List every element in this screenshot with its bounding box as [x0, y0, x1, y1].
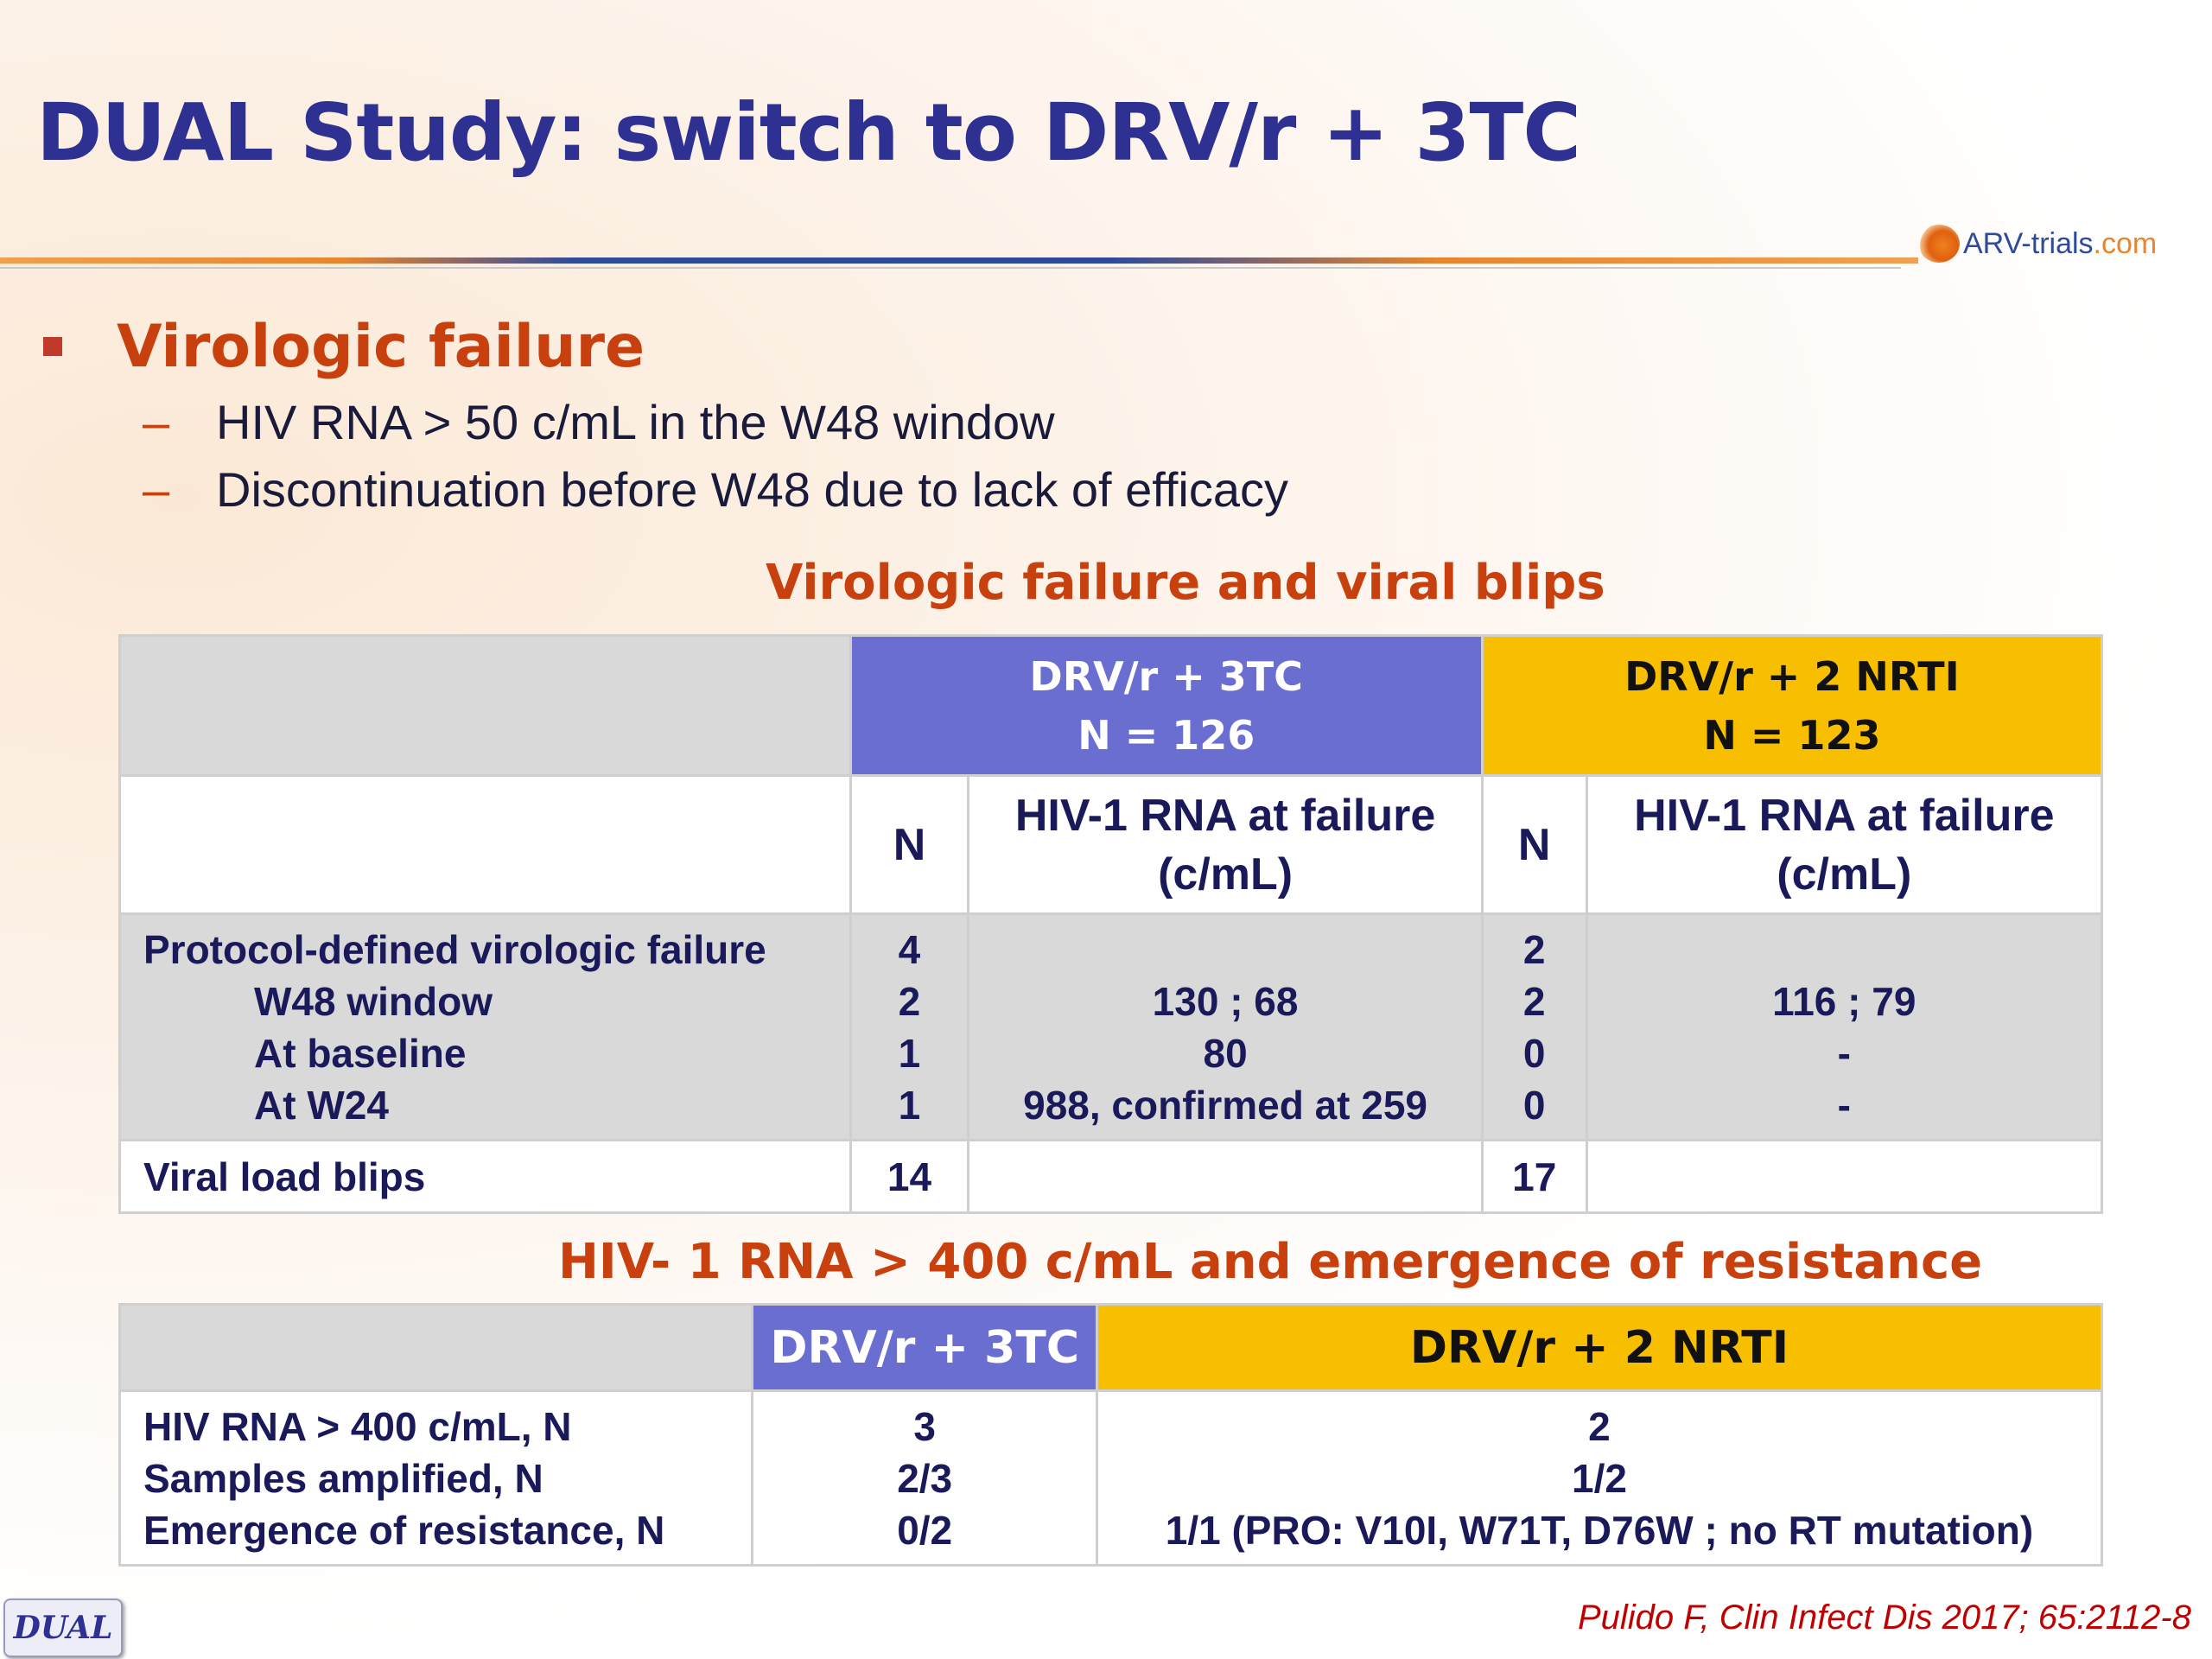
corner-cell [118, 634, 852, 777]
arm1-n-cell: 14 [849, 1139, 970, 1214]
table-row: HIV RNA > 400 c/mL, N Samples amplified,… [118, 1389, 2104, 1567]
slide-title: DUAL Study: switch to DRV/r + 3TC [36, 86, 1581, 179]
col-n: N [1480, 774, 1588, 915]
arm1-rna-cell [967, 1139, 1484, 1214]
corner-cell [118, 1303, 754, 1392]
arm1-values-cell: 3 2/3 0/2 [751, 1389, 1098, 1567]
row-label: Viral load blips [118, 1139, 852, 1214]
arm1-rna-cell: 130 ; 68 80 988, confirmed at 259 [967, 912, 1484, 1141]
sub-bullet: – Discontinuation before W48 due to lack … [143, 462, 1288, 517]
col-rna: HIV-1 RNA at failure (c/mL) [1585, 774, 2104, 915]
arm1-header: DRV/r + 3TC [751, 1303, 1098, 1392]
arm2-rna-cell: 116 ; 79 - - [1585, 912, 2104, 1141]
citation: Pulido F, Clin Infect Dis 2017; 65:2112-… [1577, 1599, 2191, 1637]
empty-label-cell [118, 774, 852, 915]
pill-icon [1918, 225, 1960, 263]
arm2-header: DRV/r + 2 NRTI N = 123 [1480, 634, 2104, 777]
row-label: HIV RNA > 400 c/mL, N Samples amplified,… [118, 1389, 754, 1567]
arm2-rna-cell [1585, 1139, 2104, 1214]
arm1-header: DRV/r + 3TC N = 126 [849, 634, 1484, 777]
arm2-n-cell: 2 2 0 0 [1480, 912, 1588, 1141]
bullet-square-icon [43, 337, 62, 356]
dual-badge: DUAL [3, 1599, 123, 1657]
table2-title: HIV- 1 RNA > 400 c/mL and emergence of r… [558, 1234, 1983, 1290]
arm2-values-cell: 2 1/2 1/1 (PRO: V10I, W71T, D76W ; no RT… [1095, 1389, 2104, 1567]
title-divider-shadow [0, 267, 1901, 269]
dash-icon: – [143, 462, 170, 517]
arm2-header: DRV/r + 2 NRTI [1095, 1303, 2104, 1392]
bullet-heading: Virologic failure [117, 313, 645, 381]
virologic-failure-table: DRV/r + 3TC N = 126 DRV/r + 2 NRTI N = 1… [118, 634, 2104, 1214]
logo-text: ARV-trials [1963, 226, 2094, 260]
sub-bullet: – HIV RNA > 50 c/mL in the W48 window [143, 395, 1055, 449]
row-label: Protocol-defined virologic failure W48 w… [118, 912, 852, 1141]
logo-suffix: .com [2093, 226, 2158, 260]
col-rna: HIV-1 RNA at failure (c/mL) [967, 774, 1484, 915]
dash-icon: – [143, 395, 170, 449]
table1-title: Virologic failure and viral blips [766, 555, 1605, 611]
arv-trials-logo: ARV-trials.com [1918, 218, 2157, 270]
table-row: Protocol-defined virologic failure W48 w… [118, 912, 2104, 1141]
arm2-n-cell: 17 [1480, 1139, 1588, 1214]
col-n: N [849, 774, 970, 915]
table-row: Viral load blips 14 17 [118, 1139, 2104, 1214]
resistance-table: DRV/r + 3TC DRV/r + 2 NRTI HIV RNA > 400… [118, 1303, 2104, 1567]
arm1-n-cell: 4 2 1 1 [849, 912, 970, 1141]
title-divider [0, 257, 1918, 264]
